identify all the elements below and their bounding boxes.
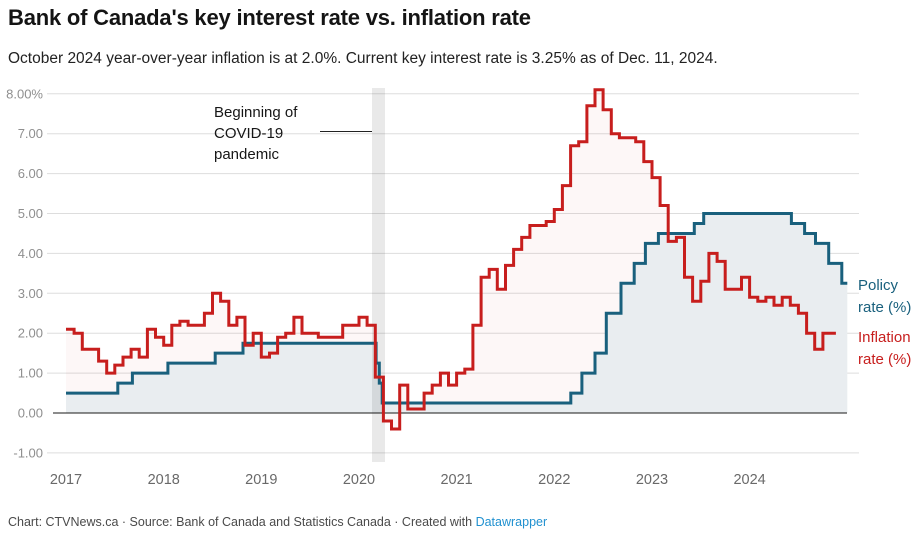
policy-area — [66, 213, 848, 413]
legend-policy-rate: Policy rate (%) — [858, 277, 912, 316]
x-axis-labels: 2017 2018 2019 2020 2021 2022 2023 2024 — [50, 472, 766, 488]
y-tick-label: 5.00 — [18, 206, 43, 221]
chart-subtitle: October 2024 year-over-year inflation is… — [8, 50, 718, 67]
x-tick-label: 2019 — [245, 472, 277, 488]
legend-inflation-rate: Inflation rate (%) — [858, 329, 912, 368]
chart-footer: Chart: CTVNews.ca · Source: Bank of Cana… — [8, 515, 908, 529]
x-tick-label: 2018 — [148, 472, 180, 488]
covid-annotation-line3: pandemic — [214, 146, 280, 163]
y-tick-label: 3.00 — [18, 286, 43, 301]
chart-title: Bank of Canada's key interest rate vs. i… — [8, 5, 531, 30]
x-tick-label: 2024 — [733, 472, 765, 488]
y-tick-label: 6.00 — [18, 166, 43, 181]
policy-rate-line — [66, 212, 848, 405]
datawrapper-link[interactable]: Datawrapper — [475, 515, 548, 529]
covid-annotation-line2: COVID-19 — [214, 125, 284, 142]
covid-annotation-line1: Beginning of — [214, 104, 298, 121]
y-tick-label: 4.00 — [18, 246, 43, 261]
covid-annotation: Beginning of COVID-19 pandemic — [214, 102, 334, 165]
y-tick-label: 7.00 — [18, 126, 43, 141]
footer-credit: Chart: CTVNews.ca · Source: Bank of Cana… — [8, 515, 476, 529]
y-axis-labels: 8.00% 7.00 6.00 5.00 4.00 3.00 2.00 1.00 0.00 -1.… — [6, 86, 43, 460]
x-tick-label: 2023 — [636, 472, 668, 488]
y-tick-label: 8.00% — [6, 86, 43, 101]
y-tick-label: 0.00 — [18, 406, 43, 421]
y-tick-label: 2.00 — [18, 326, 43, 341]
y-gridlines — [47, 93, 859, 454]
x-tick-label: 2022 — [538, 472, 570, 488]
x-tick-label: 2020 — [343, 472, 375, 488]
inflation-rate-line — [66, 88, 836, 431]
y-tick-label: 1.00 — [18, 366, 43, 381]
y-tick-label: -1.00 — [13, 445, 43, 460]
x-tick-label: 2017 — [50, 472, 82, 488]
x-tick-label: 2021 — [440, 472, 472, 488]
